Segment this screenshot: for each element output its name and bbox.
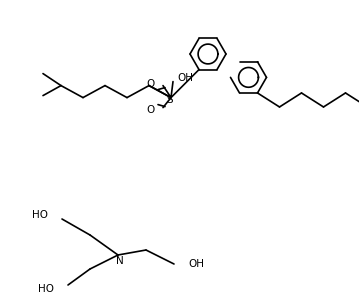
Text: S: S [167, 94, 173, 105]
Text: N: N [116, 256, 124, 266]
Text: O: O [147, 79, 155, 89]
Text: HO: HO [32, 210, 48, 220]
Text: O: O [147, 105, 155, 115]
Text: HO: HO [38, 284, 54, 294]
Text: OH: OH [188, 259, 204, 269]
Text: OH: OH [177, 72, 193, 83]
